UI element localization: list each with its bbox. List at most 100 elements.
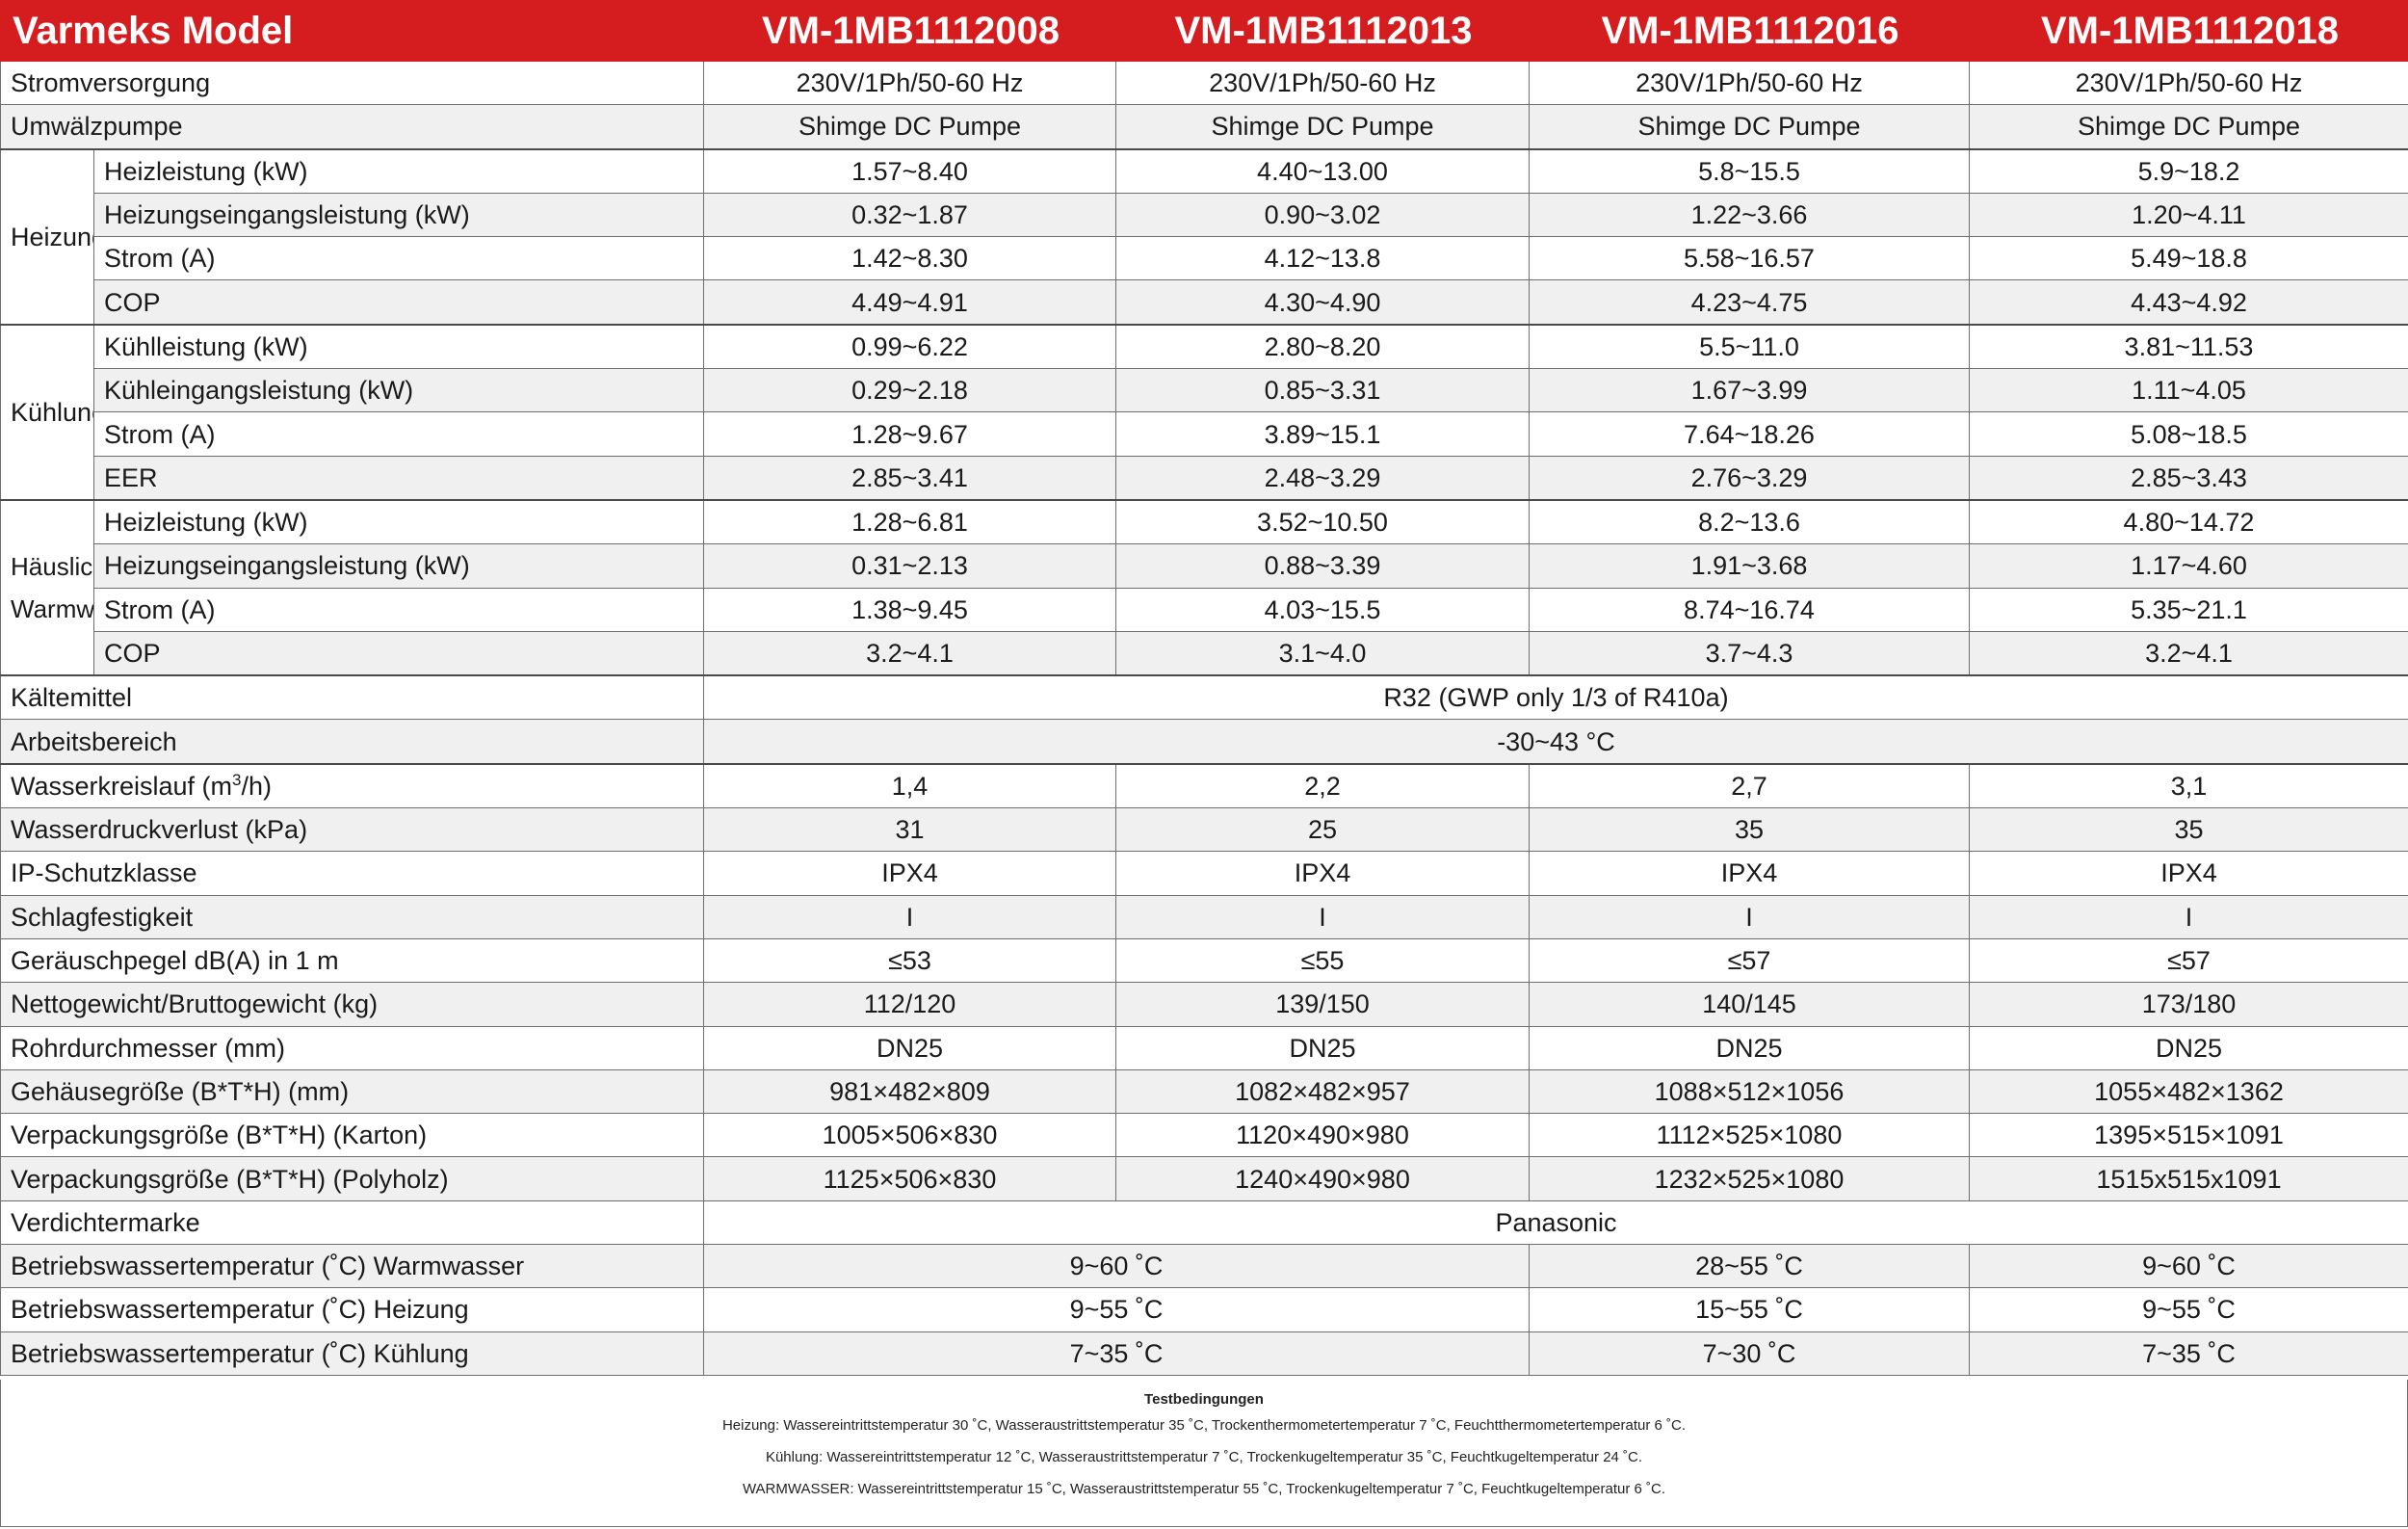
table-row: Gehäusegröße (B*T*H) (mm) 981×482×809 10… (0, 1068, 2408, 1115)
row-label: Geräuschpegel dB(A) in 1 m (0, 937, 704, 984)
cell-value: 1112×525×1080 (1529, 1113, 1970, 1158)
model-header: VM-1MB1112013 (1115, 0, 1530, 62)
table-row: Strom (A) 1.38~9.45 4.03~15.5 8.74~16.74… (1, 587, 2408, 632)
table-row: Betriebswassertemperatur (˚C) Kühlung 7~… (0, 1331, 2408, 1376)
cell-value: 1.28~9.67 (703, 411, 1116, 457)
cell-value: 15~55 ˚C (1529, 1287, 1970, 1332)
cell-value: 4.30~4.90 (1115, 279, 1530, 326)
cell-value: 0.85~3.31 (1115, 368, 1530, 413)
group-label-line: Warmwasser (11, 594, 94, 624)
cell-value: 1.42~8.30 (703, 236, 1116, 281)
row-label: Kühleingangsleistung (kW) (93, 368, 704, 413)
cell-value: 8.2~13.6 (1529, 498, 1970, 545)
row-label: Verpackungsgröße (B*T*H) (Polyholz) (0, 1156, 704, 1201)
table-row: Kühleingangsleistung (kW) 0.29~2.18 0.85… (1, 368, 2408, 413)
row-label: Stromversorgung (0, 60, 704, 106)
row-label: Heizleistung (kW) (93, 147, 704, 194)
cell-value: 5.8~15.5 (1529, 147, 1970, 194)
cell-value: IPX4 (1529, 851, 1970, 896)
cell-value: 28~55 ˚C (1529, 1244, 1970, 1289)
table-row: Heizung Heizleistung (kW) 1.57~8.40 4.40… (0, 147, 2408, 326)
cell-value: 173/180 (1969, 982, 2408, 1027)
cell-value: 2.85~3.41 (703, 455, 1116, 501)
cell-value: Shimge DC Pumpe (703, 104, 1116, 150)
cell-value: 3.81~11.53 (1969, 323, 2408, 370)
cell-value: 230V/1Ph/50-60 Hz (1529, 60, 1970, 106)
cell-value: ≤57 (1969, 937, 2408, 984)
cell-value: 1.67~3.99 (1529, 368, 1970, 413)
cell-value: 31 (703, 807, 1116, 853)
cell-value: 1515x515x1091 (1969, 1156, 2408, 1201)
table-row: EER 2.85~3.41 2.48~3.29 2.76~3.29 2.85~3… (1, 455, 2408, 501)
cell-value: 1055×482×1362 (1969, 1068, 2408, 1115)
group-label-heating: Heizung (0, 147, 94, 326)
cell-value: 25 (1115, 807, 1530, 853)
cell-value: 1,4 (703, 762, 1116, 809)
cell-value: DN25 (1115, 1025, 1530, 1070)
cell-value: DN25 (703, 1025, 1116, 1070)
spec-table: Varmeks Model VM-1MB1112008 VM-1MB111201… (0, 0, 2408, 1376)
row-label: Heizungseingangsleistung (kW) (93, 192, 704, 238)
cell-value: 5.35~21.1 (1969, 587, 2408, 632)
cell-value: 3.52~10.50 (1115, 498, 1530, 545)
row-label: Gehäusegröße (B*T*H) (mm) (0, 1068, 704, 1115)
model-header: VM-1MB1112008 (703, 0, 1116, 62)
row-label: Betriebswassertemperatur (˚C) Kühlung (0, 1331, 704, 1376)
cell-value: 1082×482×957 (1115, 1068, 1530, 1115)
table-row: Stromversorgung 230V/1Ph/50-60 Hz 230V/1… (0, 60, 2408, 106)
cell-value: Shimge DC Pumpe (1529, 104, 1970, 150)
cell-value: 230V/1Ph/50-60 Hz (1115, 60, 1530, 106)
cell-value: 1.38~9.45 (703, 587, 1116, 632)
notes-line-heating: Heizung: Wassereintrittstemperatur 30 ˚C… (721, 1417, 1687, 1434)
cell-value: Shimge DC Pumpe (1115, 104, 1530, 150)
cell-value: 1.91~3.68 (1529, 543, 1970, 589)
cell-value: IPX4 (703, 851, 1116, 896)
row-label: Arbeitsbereich (0, 719, 704, 765)
table-row: Nettogewicht/Bruttogewicht (kg) 112/120 … (0, 982, 2408, 1027)
label-text: Wasserkreislauf (m (11, 771, 233, 801)
group-label-dhw: Häusliches Warmwasser (0, 498, 94, 676)
cell-value: 5.49~18.8 (1969, 236, 2408, 281)
cell-value-merged: 9~55 ˚C (703, 1287, 1530, 1332)
table-row: COP 4.49~4.91 4.30~4.90 4.23~4.75 4.43~4… (1, 279, 2408, 326)
table-row: Geräuschpegel dB(A) in 1 m ≤53 ≤55 ≤57 ≤… (0, 937, 2408, 984)
row-label: Betriebswassertemperatur (˚C) Warmwasser (0, 1244, 704, 1289)
table-row: Verpackungsgröße (B*T*H) (Polyholz) 1125… (0, 1156, 2408, 1201)
cell-value: 139/150 (1115, 982, 1530, 1027)
row-label: Verpackungsgröße (B*T*H) (Karton) (0, 1113, 704, 1158)
cell-value: 0.31~2.13 (703, 543, 1116, 589)
cell-value: 1.11~4.05 (1969, 368, 2408, 413)
cell-value: IPX4 (1969, 851, 2408, 896)
table-row: Betriebswassertemperatur (˚C) Warmwasser… (0, 1244, 2408, 1289)
row-label: Verdichtermarke (0, 1199, 704, 1246)
cell-value: I (1969, 894, 2408, 939)
cell-value: 7~30 ˚C (1529, 1331, 1970, 1376)
row-label: Strom (A) (93, 411, 704, 457)
cell-value: I (1115, 894, 1530, 939)
cell-value: 5.9~18.2 (1969, 147, 2408, 194)
table-row: Strom (A) 1.42~8.30 4.12~13.8 5.58~16.57… (1, 236, 2408, 281)
cell-value: 3,1 (1969, 762, 2408, 809)
label-superscript: 3 (232, 770, 242, 789)
cell-value: DN25 (1969, 1025, 2408, 1070)
row-label: Strom (A) (93, 587, 704, 632)
row-label: Kühlleistung (kW) (93, 323, 704, 370)
cell-value: 1232×525×1080 (1529, 1156, 1970, 1201)
cell-value: 140/145 (1529, 982, 1970, 1027)
cell-value-merged: Panasonic (703, 1199, 2408, 1246)
cell-value: 1395×515×1091 (1969, 1113, 2408, 1158)
cell-value-merged: 7~35 ˚C (703, 1331, 1530, 1376)
table-row: Betriebswassertemperatur (˚C) Heizung 9~… (0, 1287, 2408, 1332)
row-label: Umwälzpumpe (0, 104, 704, 150)
cell-value: 2.76~3.29 (1529, 455, 1970, 501)
cell-value: ≤53 (703, 937, 1116, 984)
cell-value: Shimge DC Pumpe (1969, 104, 2408, 150)
table-row: Strom (A) 1.28~9.67 3.89~15.1 7.64~18.26… (1, 411, 2408, 457)
test-conditions-notes: Testbedingungen Heizung: Wassereintritts… (0, 1380, 2408, 1527)
row-label: EER (93, 455, 704, 501)
cell-value: 3.2~4.1 (1969, 630, 2408, 676)
cell-value: 5.5~11.0 (1529, 323, 1970, 370)
cell-value: 1.17~4.60 (1969, 543, 2408, 589)
cell-value: 4.80~14.72 (1969, 498, 2408, 545)
row-label: COP (93, 630, 704, 676)
